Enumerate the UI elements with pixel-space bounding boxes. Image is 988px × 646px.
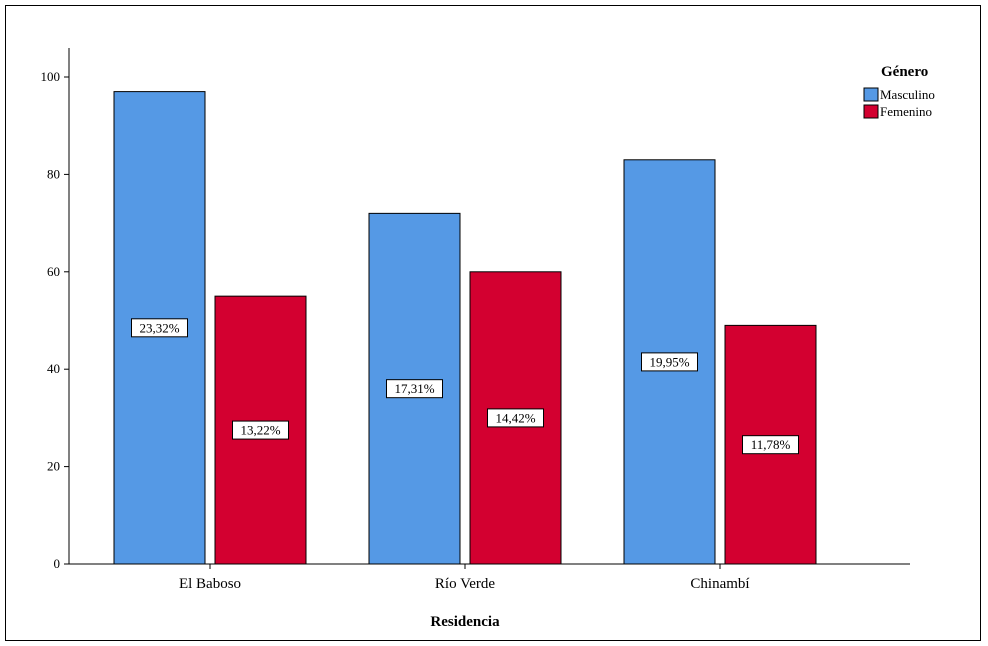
data-label: 23,32% bbox=[139, 320, 179, 335]
x-tick-label: Chinambí bbox=[690, 576, 749, 592]
y-axis: 0 20 40 60 80 100 bbox=[41, 48, 70, 571]
x-tick-label: Río Verde bbox=[435, 576, 495, 592]
y-tick-label: 40 bbox=[47, 361, 60, 376]
y-tick-label: 80 bbox=[47, 166, 60, 181]
x-axis: El Baboso Río Verde Chinambí bbox=[69, 563, 910, 592]
y-tick-label: 0 bbox=[54, 556, 61, 571]
legend-entry: Masculino bbox=[880, 87, 935, 102]
data-label-box bbox=[131, 318, 188, 338]
y-tick-label: 60 bbox=[47, 264, 60, 279]
data-label-box bbox=[386, 379, 443, 399]
data-label: 19,95% bbox=[649, 354, 689, 369]
x-tick-label: El Baboso bbox=[179, 576, 241, 592]
data-label-box bbox=[487, 408, 544, 428]
data-label: 13,22% bbox=[240, 423, 280, 438]
legend-swatch bbox=[863, 87, 879, 102]
legend-entry: Femenino bbox=[880, 104, 932, 119]
data-label: 11,78% bbox=[751, 437, 791, 452]
data-labels: 23,32% 17,31% 19,95% 13,22% 14,42% 11,78% bbox=[131, 318, 799, 455]
bars bbox=[113, 91, 817, 565]
data-label-box bbox=[641, 352, 698, 372]
data-label-box bbox=[232, 420, 289, 440]
data-label-box bbox=[742, 435, 799, 455]
data-label: 17,31% bbox=[394, 381, 434, 396]
y-tick-label: 20 bbox=[47, 459, 60, 474]
legend-swatch bbox=[863, 104, 879, 119]
legend-title: Género bbox=[881, 64, 928, 80]
legend: Género Masculino Femenino bbox=[863, 64, 935, 119]
y-tick-label: 100 bbox=[41, 69, 61, 84]
data-label: 14,42% bbox=[495, 410, 535, 425]
x-axis-title: Residencia bbox=[430, 614, 500, 630]
